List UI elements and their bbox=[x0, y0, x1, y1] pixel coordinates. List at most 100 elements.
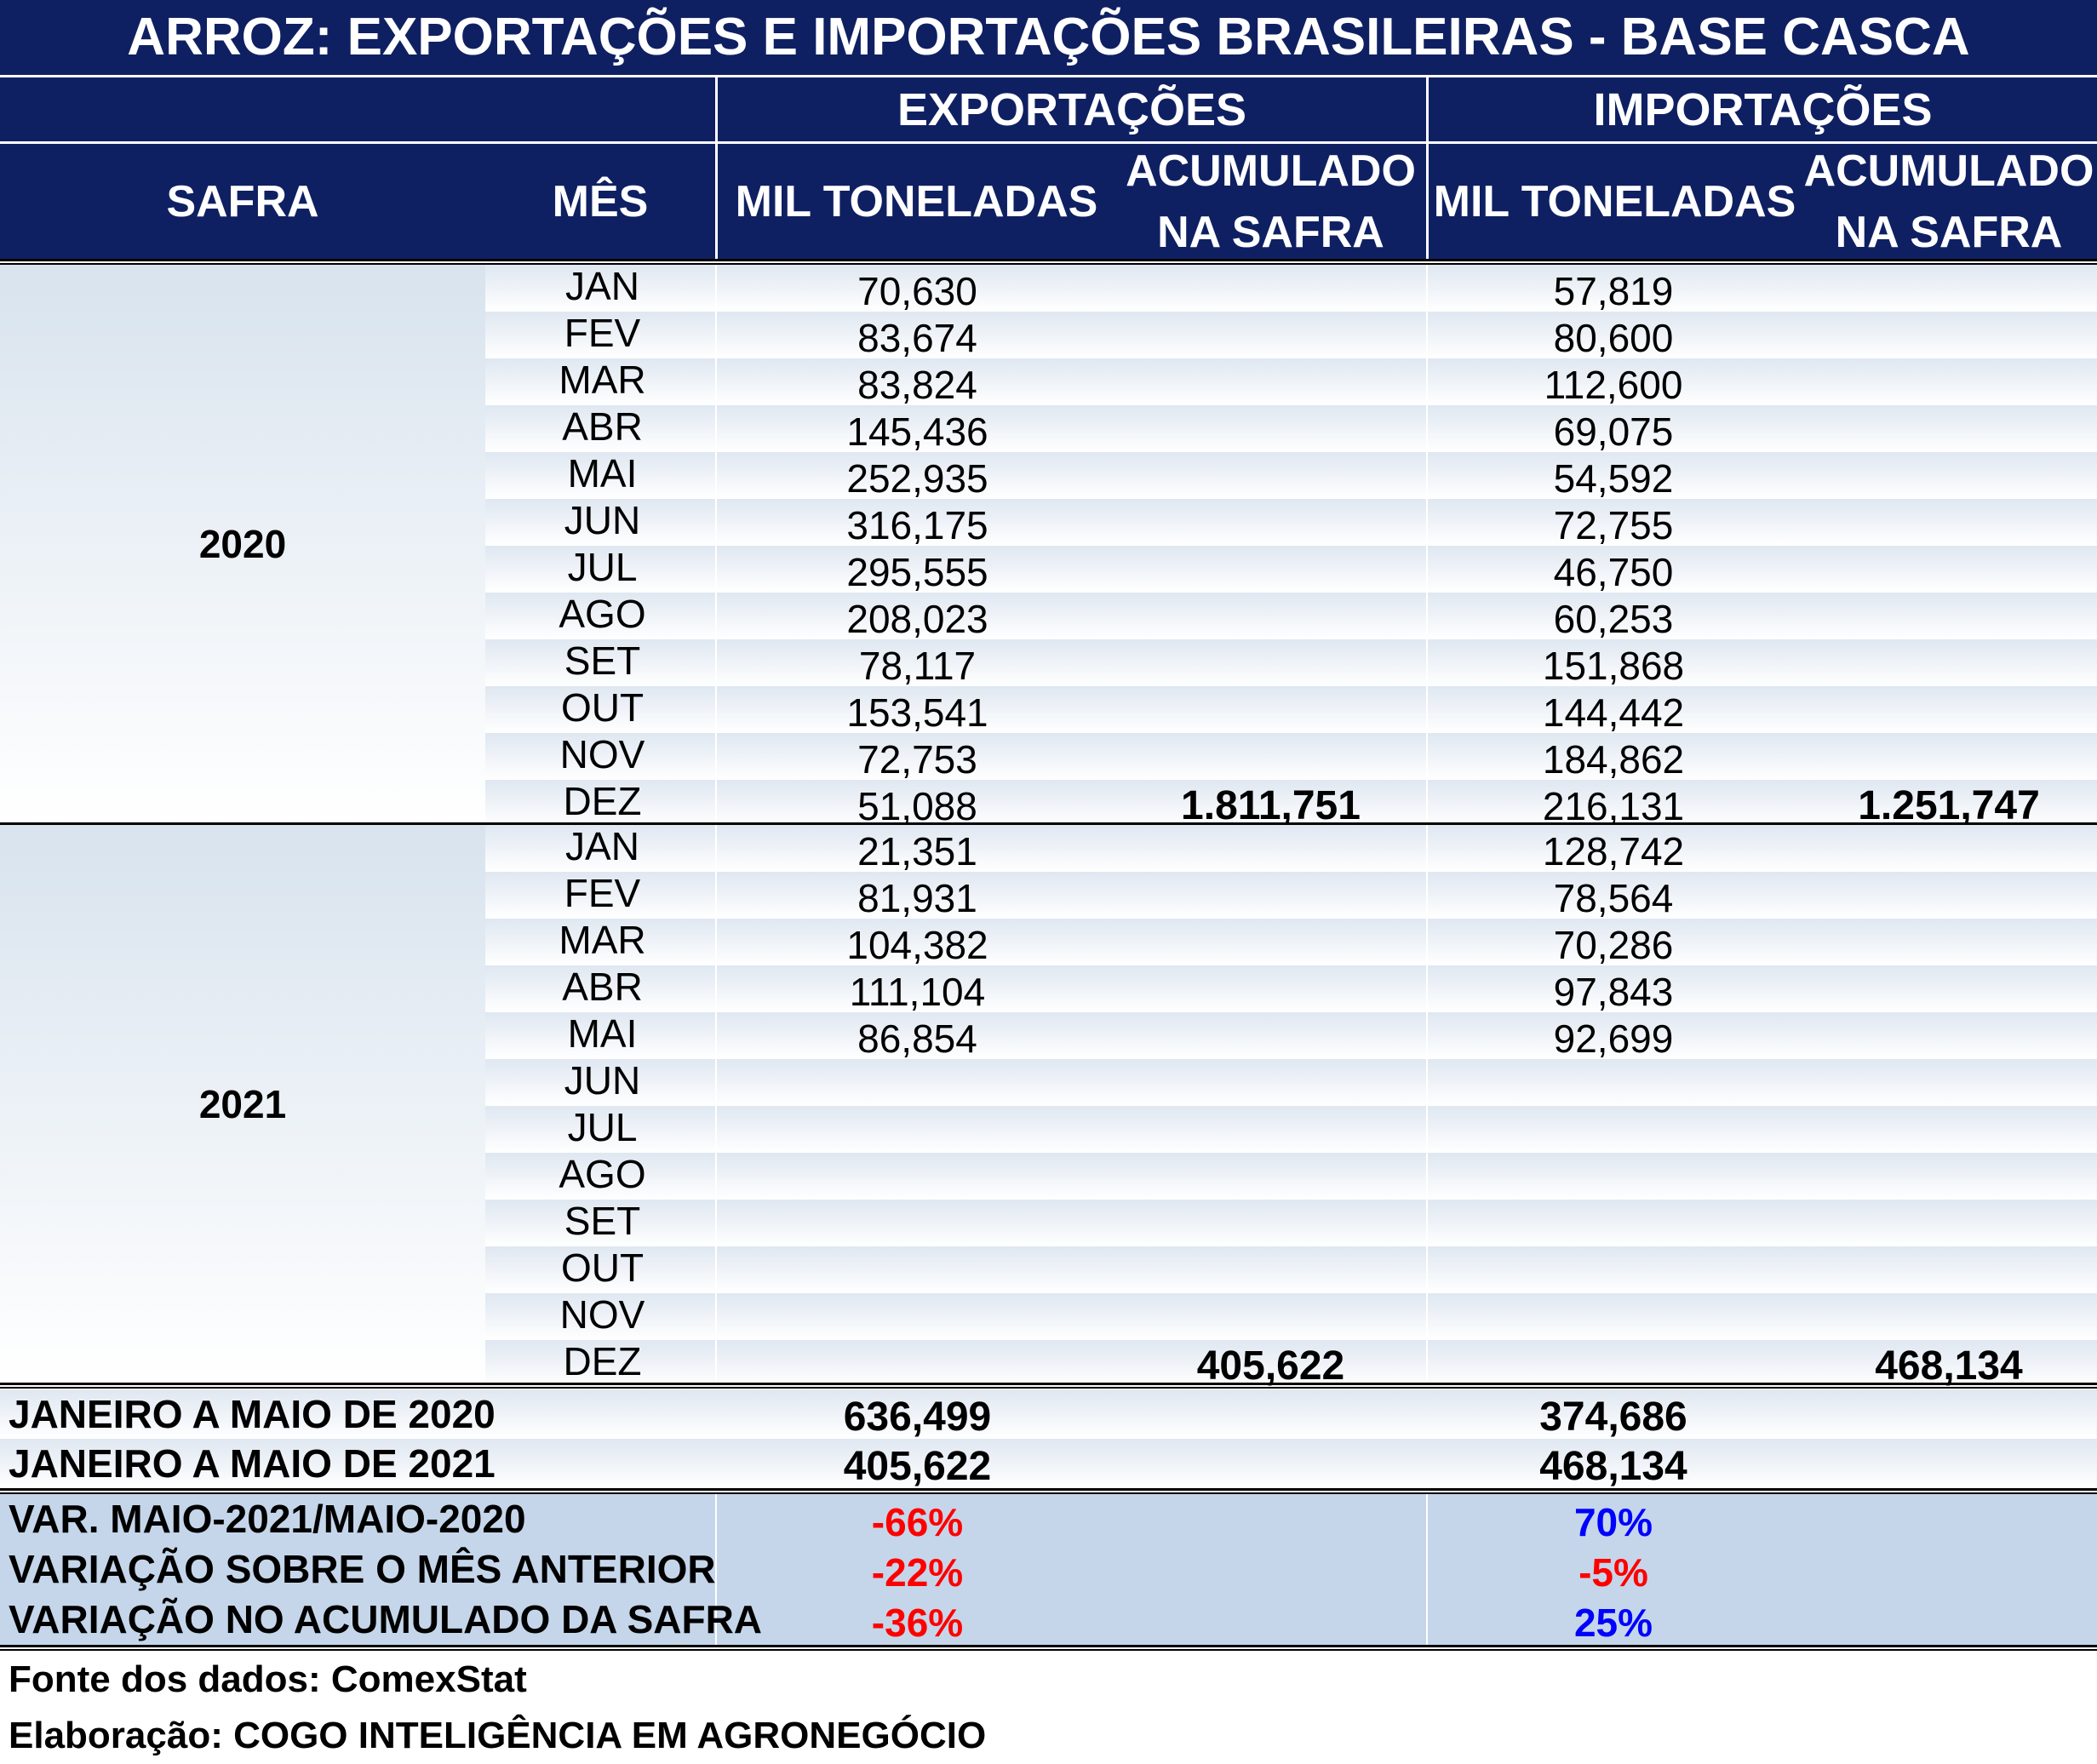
exports-accumulated-cell: 405,622 bbox=[1196, 1343, 1345, 1389]
footer-elaboration: Elaboração: COGO INTELIGÊNCIA EM AGRONEG… bbox=[9, 1715, 987, 1756]
imports-value-cell bbox=[1426, 1059, 1801, 1106]
exports-value-cell bbox=[719, 1153, 1115, 1200]
exports-value-cell: 51,088 bbox=[857, 784, 977, 828]
month-cell: FEV bbox=[564, 311, 641, 355]
exports-value-cell: 70,630 bbox=[857, 269, 977, 313]
exports-value-cell bbox=[719, 1059, 1115, 1106]
imports-value-cell: 54,592 bbox=[1553, 456, 1674, 501]
summary-exports-value: 636,499 bbox=[843, 1395, 992, 1440]
header-mes: MÊS bbox=[485, 144, 715, 259]
exports-value-cell: 153,541 bbox=[846, 690, 988, 735]
footer-source: Fonte dos dados: ComexStat bbox=[9, 1658, 527, 1700]
table-row: DEZ 405,622 468,134 bbox=[485, 1339, 2097, 1389]
summary-label: JANEIRO A MAIO DE 2021 bbox=[9, 1441, 496, 1486]
table-row: AGO bbox=[485, 1153, 2097, 1200]
table-row: FEV 83,674 80,600 bbox=[485, 311, 2097, 360]
table-row: OUT 153,541 144,442 bbox=[485, 686, 2097, 735]
month-cell: MAI bbox=[567, 451, 638, 495]
month-cell: JUN bbox=[564, 498, 641, 542]
imports-value-cell: 144,442 bbox=[1542, 690, 1685, 735]
month-cell: DEZ bbox=[563, 779, 642, 823]
table-row: JUN bbox=[485, 1059, 2097, 1106]
table-row: NOV 72,753 184,862 bbox=[485, 733, 2097, 782]
month-cell: ABR bbox=[562, 965, 643, 1009]
table-row: JUL bbox=[485, 1106, 2097, 1153]
header-exports-mil-toneladas: MIL TONELADAS bbox=[715, 144, 1115, 259]
variation-label: VARIAÇÃO SOBRE O MÊS ANTERIOR bbox=[9, 1547, 716, 1591]
imports-value-cell: 92,699 bbox=[1553, 1017, 1674, 1061]
month-cell: NOV bbox=[559, 1292, 645, 1337]
exports-value-cell: 21,351 bbox=[857, 829, 977, 873]
exports-value-cell: 72,753 bbox=[857, 737, 977, 782]
table-row: JAN 70,630 57,819 bbox=[485, 264, 2097, 313]
header-exports-acumulado-line1: ACUMULADO bbox=[1126, 146, 1416, 196]
table-row: MAI 252,935 54,592 bbox=[485, 451, 2097, 501]
exports-value-cell bbox=[719, 1106, 1115, 1153]
imports-value-cell: 151,868 bbox=[1542, 644, 1685, 688]
safra-2021-cell: 2021 bbox=[0, 825, 485, 1383]
summary-row: JANEIRO A MAIO DE 2021 405,622 468,134 bbox=[0, 1439, 2097, 1489]
header-imports-mil-toneladas: MIL TONELADAS bbox=[1426, 144, 1801, 259]
imports-value-cell bbox=[1426, 1246, 1801, 1293]
summary-row: JANEIRO A MAIO DE 2020 636,499 374,686 bbox=[0, 1389, 2097, 1440]
table-row: ABR 111,104 97,843 bbox=[485, 965, 2097, 1014]
month-cell: JAN bbox=[565, 264, 639, 308]
month-cell: DEZ bbox=[563, 1339, 642, 1383]
month-cell: AGO bbox=[559, 1152, 646, 1196]
imports-value-cell: 69,075 bbox=[1553, 410, 1674, 454]
imports-value-cell: 57,819 bbox=[1553, 269, 1674, 313]
table-row: JUL 295,555 46,750 bbox=[485, 546, 2097, 594]
table-row: NOV bbox=[485, 1293, 2097, 1340]
imports-value-cell bbox=[1426, 1153, 1801, 1200]
imports-value-cell: 112,600 bbox=[1544, 363, 1683, 407]
imports-value-cell bbox=[1426, 1106, 1801, 1153]
month-cell: SET bbox=[564, 1199, 641, 1243]
month-cell: MAR bbox=[559, 918, 646, 962]
imports-value-cell: 70,286 bbox=[1553, 923, 1674, 967]
exports-value-cell bbox=[719, 1340, 1115, 1387]
table-row: FEV 81,931 78,564 bbox=[485, 871, 2097, 920]
month-cell: FEV bbox=[564, 871, 641, 915]
table-row: MAR 83,824 112,600 bbox=[485, 358, 2097, 407]
variation-exports-value: -66% bbox=[871, 1500, 964, 1544]
month-cell: OUT bbox=[560, 1246, 645, 1290]
header-exports-acumulado: ACUMULADO NA SAFRA bbox=[1115, 144, 1426, 259]
exports-value-cell bbox=[719, 1293, 1115, 1340]
imports-value-cell bbox=[1426, 1293, 1801, 1340]
exports-value-cell: 83,824 bbox=[857, 363, 977, 407]
month-cell: ABR bbox=[562, 404, 643, 449]
header-imports-acumulado-line2: NA SAFRA bbox=[1835, 207, 2063, 257]
variation-imports-value: 25% bbox=[1573, 1601, 1653, 1645]
exports-value-cell: 86,854 bbox=[857, 1017, 977, 1061]
table-row: SET bbox=[485, 1200, 2097, 1246]
variation-exports-value: -36% bbox=[871, 1601, 964, 1645]
imports-value-cell: 128,742 bbox=[1542, 829, 1685, 873]
month-cell: MAR bbox=[559, 358, 646, 402]
month-cell: JUN bbox=[564, 1058, 641, 1102]
imports-value-cell: 184,862 bbox=[1542, 737, 1685, 782]
exports-value-cell bbox=[719, 1246, 1115, 1293]
header-imports-acumulado: ACUMULADO NA SAFRA bbox=[1801, 144, 2097, 259]
summary-imports-value: 374,686 bbox=[1539, 1395, 1687, 1440]
imports-value-cell: 72,755 bbox=[1553, 503, 1674, 547]
month-cell: JAN bbox=[565, 824, 639, 868]
header-imports-acumulado-line1: ACUMULADO bbox=[1803, 146, 2094, 196]
table-row: MAI 86,854 92,699 bbox=[485, 1012, 2097, 1061]
imports-value-cell bbox=[1426, 1340, 1801, 1387]
exports-value-cell: 295,555 bbox=[846, 550, 988, 594]
safra-year-label: 2021 bbox=[198, 1081, 287, 1126]
variation-imports-value: -5% bbox=[1578, 1550, 1648, 1595]
header-safra: SAFRA bbox=[0, 144, 485, 259]
safra-2020-cell: 2020 bbox=[0, 265, 485, 822]
exports-value-cell: 208,023 bbox=[846, 597, 988, 641]
variation-row: VAR. MAIO-2021/MAIO-2020 -66% 70% bbox=[0, 1494, 2097, 1544]
header-group-exports: EXPORTAÇÕES bbox=[715, 77, 1426, 141]
variation-row: VARIAÇÃO NO ACUMULADO DA SAFRA -36% 25% bbox=[0, 1595, 2097, 1645]
table-row: JAN 21,351 128,742 bbox=[485, 824, 2097, 873]
table-row: SET 78,117 151,868 bbox=[485, 639, 2097, 688]
table-row: ABR 145,436 69,075 bbox=[485, 404, 2097, 454]
table-row: AGO 208,023 60,253 bbox=[485, 593, 2097, 641]
table-row: MAR 104,382 70,286 bbox=[485, 918, 2097, 967]
variation-label: VAR. MAIO-2021/MAIO-2020 bbox=[9, 1497, 526, 1541]
exports-value-cell: 104,382 bbox=[846, 923, 988, 967]
